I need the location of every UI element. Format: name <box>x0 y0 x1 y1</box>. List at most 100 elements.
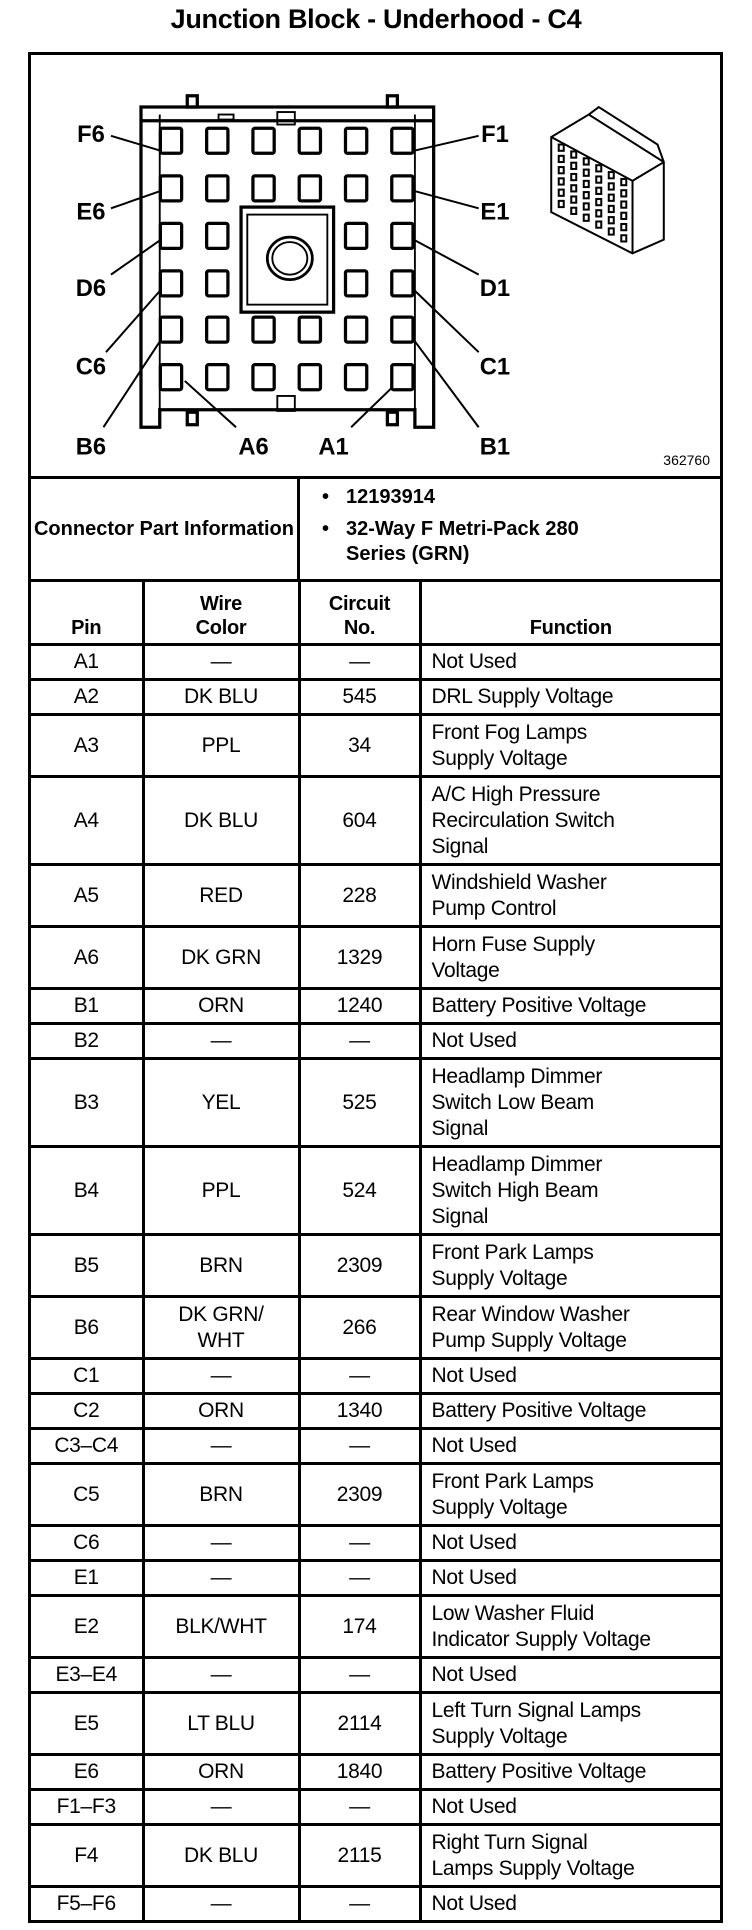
function-line: Rear Window Washer <box>431 1302 630 1326</box>
iso-cavity <box>582 179 590 189</box>
table-row: F5–F6— — Not Used <box>31 1885 720 1920</box>
terminal-cavity <box>297 174 323 203</box>
connector-face-view-icon: F6 E6 D6 C6 B6 A6 A1 B1 C1 D1 E1 F1 <box>76 94 665 461</box>
function-cell: Not Used <box>418 1022 720 1060</box>
pin-label: A1 <box>318 434 348 461</box>
function-cell: DRL Supply Voltage <box>418 678 720 716</box>
terminal-cavity <box>158 126 184 155</box>
wire-color-cell: — <box>141 1357 301 1395</box>
table-row: B2— — Not Used <box>31 1022 720 1060</box>
bullet: • <box>322 518 330 540</box>
terminal-cavity <box>343 126 369 155</box>
pin-cell: A5 <box>31 863 145 928</box>
iso-cavity <box>582 168 590 177</box>
circuit-cell: — <box>297 1885 422 1920</box>
circuit-cell: — <box>297 1022 422 1060</box>
circuit-cell: 1340 <box>297 1392 422 1430</box>
iso-cavity <box>557 177 565 186</box>
header-circuit-no: Circuit No. <box>297 582 422 646</box>
function-line: DRL Supply Voltage <box>431 685 614 708</box>
table-row: C5 BRN 2309 Front Park Lamps Supply Voltage <box>31 1462 720 1527</box>
iso-cavity <box>582 202 590 211</box>
pin-cell: C3–C4 <box>31 1427 145 1465</box>
table-row: F1–F3— — Not Used <box>31 1788 720 1826</box>
iso-cavity <box>595 220 603 229</box>
circuit-cell: 2309 <box>297 1462 422 1527</box>
pin-cell: A4 <box>31 775 145 866</box>
terminal-cavity <box>297 126 323 155</box>
function-cell: Rear Window Washer Pump Supply Voltage <box>418 1295 720 1360</box>
iso-cavity <box>595 164 603 173</box>
pin-cell: C1 <box>31 1357 145 1395</box>
circuit-cell: 1840 <box>297 1753 422 1791</box>
wire-color-cell: DK GRN <box>141 925 301 990</box>
iso-cavity <box>557 188 565 197</box>
pin-cell: B5 <box>31 1233 145 1298</box>
terminal-cavity <box>158 315 184 344</box>
function-cell: Battery Positive Voltage <box>418 987 720 1025</box>
pin-cell: A2 <box>31 678 145 716</box>
part-number: 362760 <box>663 452 710 468</box>
iso-cavity <box>570 195 578 204</box>
terminal-cavity <box>297 363 323 392</box>
pin-label: F1 <box>481 121 509 148</box>
terminal-cavity <box>205 363 230 392</box>
pin-label: E6 <box>76 199 105 226</box>
pin-label: B1 <box>480 434 510 461</box>
pin-cell: F4 <box>31 1823 145 1888</box>
circuit-cell: 228 <box>297 863 422 928</box>
function-line: Supply Voltage <box>431 1724 568 1748</box>
table-row: C2 ORN 1340 Battery Positive Voltage <box>31 1392 720 1430</box>
iso-cavity <box>582 191 590 200</box>
pin-label: D1 <box>480 275 510 302</box>
terminal-cavity <box>343 221 369 250</box>
iso-cavity <box>620 211 628 220</box>
function-cell: Not Used <box>418 1559 720 1597</box>
function-cell: Horn Fuse Supply Voltage <box>418 925 720 990</box>
pin-cell: C6 <box>31 1524 145 1562</box>
iso-cavity <box>582 213 590 222</box>
function-cell: Left Turn Signal Lamps Supply Voltage <box>418 1691 720 1756</box>
wire-color-cell: YEL <box>141 1057 301 1148</box>
circuit-cell: 1240 <box>297 987 422 1025</box>
iso-cavity <box>595 209 603 218</box>
function-line: Not Used <box>431 1364 517 1387</box>
wire-color-cell: — <box>141 1559 301 1597</box>
pin-cell: E5 <box>31 1691 145 1756</box>
pin-cell: E1 <box>31 1559 145 1597</box>
table-row: A5 RED 228 Windshield Washer Pump Control <box>31 863 720 928</box>
table-row: E1— — Not Used <box>31 1559 720 1597</box>
function-line: Front Park Lamps <box>431 1469 594 1493</box>
function-line: Right Turn Signal <box>431 1830 588 1854</box>
wire-color-cell: LT BLU <box>141 1691 301 1756</box>
function-line: Not Used <box>431 1531 517 1554</box>
circuit-cell: 545 <box>297 678 422 716</box>
function-cell: Front Fog Lamps Supply Voltage <box>418 713 720 778</box>
part-number-value: 12193914 <box>346 486 435 508</box>
pin-cell: F5–F6 <box>31 1885 145 1920</box>
terminal-cavity <box>158 269 184 298</box>
function-line: Not Used <box>431 1566 517 1589</box>
function-cell: A/C High Pressure Recirculation Switch Sig… <box>418 775 720 866</box>
function-line: Not Used <box>431 1663 517 1686</box>
terminal-cavity <box>158 363 184 392</box>
pinout-table: Pin Wire Color Circuit No. Function A1— —… <box>31 582 720 1920</box>
connector-diagram: F6 E6 D6 C6 B6 A6 A1 B1 C1 D1 E1 F1 3 <box>31 55 720 479</box>
terminal-cavity <box>390 174 415 203</box>
table-row: C3–C4— — Not Used <box>31 1427 720 1465</box>
table-row: A6 DK GRN 1329 Horn Fuse Supply Voltage <box>31 925 720 990</box>
function-cell: Battery Positive Voltage <box>418 1392 720 1430</box>
wire-color-cell: PPL <box>141 713 301 778</box>
function-cell: Windshield Washer Pump Control <box>418 863 720 928</box>
table-row: B3 YEL 525 Headlamp Dimmer Switch Low Beam Si… <box>31 1057 720 1148</box>
pin-cell: B2 <box>31 1022 145 1060</box>
function-cell: Not Used <box>418 1524 720 1562</box>
header-pin: Pin <box>31 582 145 646</box>
circuit-cell: — <box>297 1559 422 1597</box>
connector-part-info: Connector Part Information • 12193914 • 32… <box>31 479 720 582</box>
iso-cavity <box>557 166 565 175</box>
function-line: Horn Fuse Supply <box>431 932 596 956</box>
terminal-cavity <box>297 315 323 344</box>
function-cell: Not Used <box>418 1357 720 1395</box>
connector-isometric-icon <box>550 105 665 255</box>
